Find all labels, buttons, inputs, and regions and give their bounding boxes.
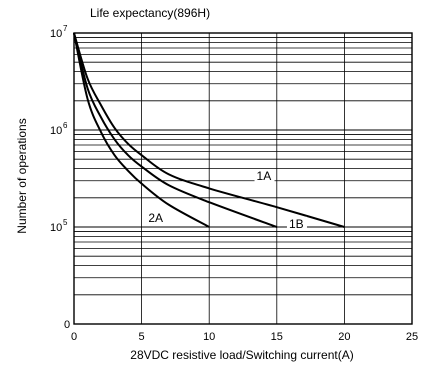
series-label-bg <box>146 210 167 225</box>
x-tick-label: 15 <box>271 331 283 343</box>
annotations: 1A 1B 2A <box>146 169 307 231</box>
y-tick-label: 0 <box>64 319 70 331</box>
grid <box>73 32 413 325</box>
x-tick-label: 10 <box>203 331 215 343</box>
y-tick-exponent: 5 <box>63 218 68 227</box>
series-label-1b: 1B <box>289 217 304 231</box>
y-tick-exponent: 7 <box>63 24 68 33</box>
series-label-bg <box>286 216 307 231</box>
x-tick-label: 5 <box>139 331 145 343</box>
plot-frame <box>73 32 413 325</box>
x-axis-label: 28VDC resistive load/Switching current(A… <box>130 348 353 362</box>
y-tick-exponent: 6 <box>63 121 68 130</box>
x-tick-label: 25 <box>406 331 418 343</box>
series-line-1a <box>73 32 345 228</box>
y-tick-label: 10 <box>50 222 62 234</box>
series-lines <box>73 32 345 228</box>
series-label-1a: 1A <box>257 169 272 183</box>
series-label-bg <box>254 169 275 184</box>
x-tick-label: 0 <box>71 331 77 343</box>
y-axis-label: Number of operations <box>15 118 29 233</box>
y-tick-label: 10 <box>50 28 62 40</box>
x-tick-label: 20 <box>338 331 350 343</box>
series-line-1b <box>73 32 278 228</box>
y-tick-label: 10 <box>50 125 62 137</box>
series-label-2a: 2A <box>148 211 163 225</box>
series-line-2a <box>73 32 210 228</box>
chart-title: Life expectancy(896H) <box>90 6 210 20</box>
